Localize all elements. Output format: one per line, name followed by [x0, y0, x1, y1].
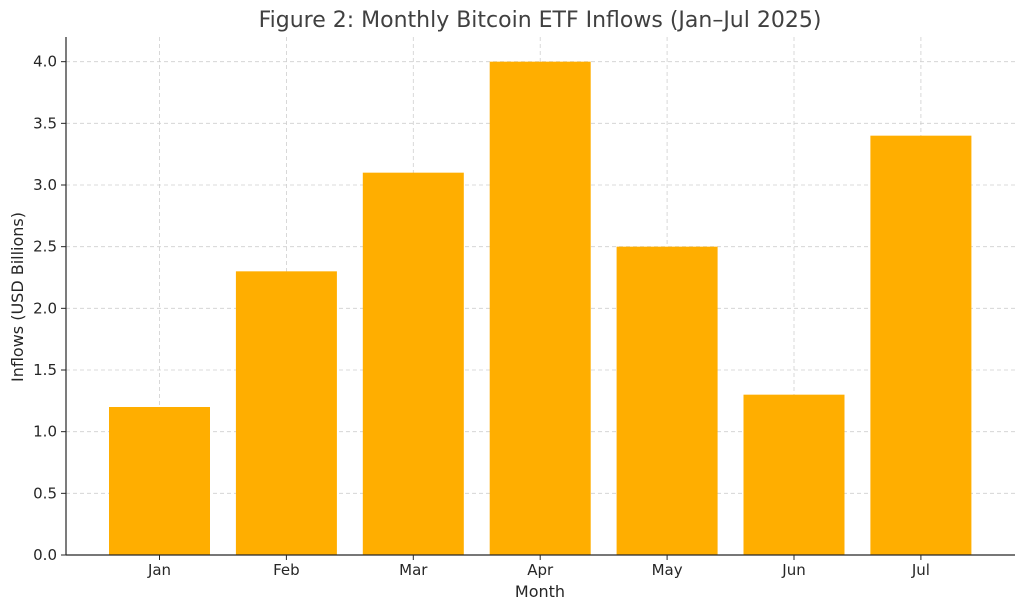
bar-feb: [235, 271, 337, 555]
y-tick-label: 4.0: [33, 53, 57, 71]
x-tick-label: May: [652, 561, 683, 579]
y-axis-ticks: 0.0 0.5 1.0 1.5 2.0 2.5 3.0 3.5 4.0: [33, 53, 66, 564]
x-tick-label: Mar: [399, 561, 428, 579]
x-axis-label: Month: [515, 582, 565, 601]
x-tick-label: Feb: [273, 561, 300, 579]
y-axis-label: Inflows (USD Billions): [8, 212, 27, 382]
y-tick-label: 0.5: [33, 484, 57, 502]
y-tick-label: 0.0: [33, 546, 57, 564]
x-tick-label: Jan: [147, 561, 171, 579]
bar-jul: [870, 135, 972, 555]
y-tick-label: 2.5: [33, 238, 57, 256]
bars: [109, 61, 972, 556]
y-tick-label: 2.0: [33, 299, 57, 317]
bar-apr: [489, 61, 591, 556]
bar-may: [616, 246, 718, 555]
x-tick-label: Jul: [911, 561, 930, 579]
y-tick-label: 3.0: [33, 176, 57, 194]
bar-jan: [109, 407, 210, 555]
chart-title: Figure 2: Monthly Bitcoin ETF Inflows (J…: [259, 8, 822, 33]
y-tick-label: 1.5: [33, 361, 57, 379]
x-axis-ticks: Jan Feb Mar Apr May Jun Jul: [147, 555, 930, 579]
y-tick-label: 1.0: [33, 423, 57, 441]
y-tick-label: 3.5: [33, 114, 57, 132]
bar-mar: [362, 172, 464, 555]
x-tick-label: Jun: [781, 561, 805, 579]
x-tick-label: Apr: [527, 561, 554, 579]
bar-jun: [743, 394, 845, 555]
